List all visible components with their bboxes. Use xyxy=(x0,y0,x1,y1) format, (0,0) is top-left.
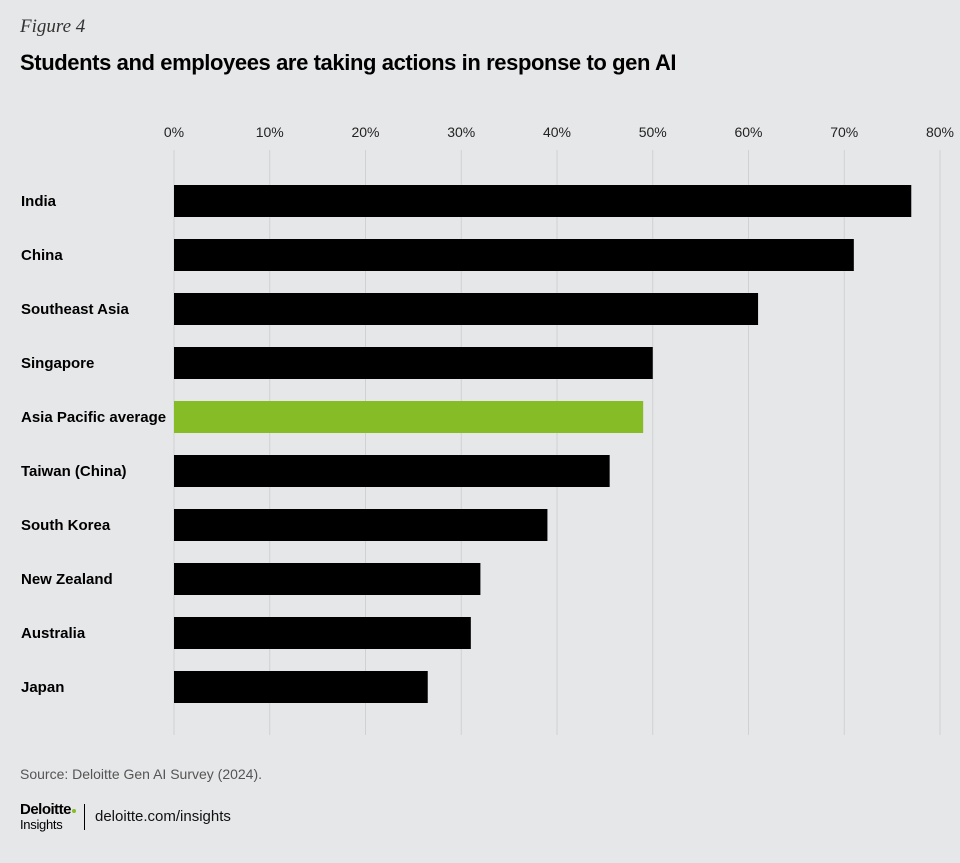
bar-south-korea xyxy=(174,509,547,541)
bar-southeast-asia xyxy=(174,293,758,325)
x-tick-label: 50% xyxy=(639,124,667,140)
category-label: Australia xyxy=(21,625,86,642)
category-label: Southeast Asia xyxy=(21,301,129,318)
source-note: Source: Deloitte Gen AI Survey (2024). xyxy=(20,766,262,782)
category-label: Singapore xyxy=(21,355,94,372)
bar-singapore xyxy=(174,347,653,379)
x-tick-label: 0% xyxy=(164,124,184,140)
x-tick-label: 80% xyxy=(926,124,954,140)
x-tick-label: 30% xyxy=(447,124,475,140)
bar-australia xyxy=(174,617,471,649)
bar-taiwan-china xyxy=(174,455,610,487)
bar-new-zealand xyxy=(174,563,480,595)
x-tick-label: 10% xyxy=(256,124,284,140)
category-label: Asia Pacific average xyxy=(21,409,166,426)
category-label: South Korea xyxy=(21,517,111,534)
bar-india xyxy=(174,185,911,217)
footer-url-link[interactable]: deloitte.com/insights xyxy=(95,808,231,825)
bar-chart: 0% 10% 20% 30% 40% 50% 60% 70% 80% India China Sout… xyxy=(0,0,960,750)
bar-asia-pacific-average xyxy=(174,401,643,433)
x-tick-label: 70% xyxy=(830,124,858,140)
category-label: New Zealand xyxy=(21,571,113,588)
deloitte-insights-logo: Deloitte Insights xyxy=(20,800,90,834)
bar-china xyxy=(174,239,854,271)
category-label: India xyxy=(21,193,57,210)
bar-japan xyxy=(174,671,428,703)
brand-name: Deloitte xyxy=(20,801,76,818)
x-tick-label: 60% xyxy=(734,124,762,140)
category-label: China xyxy=(21,247,63,264)
x-tick-label: 20% xyxy=(351,124,379,140)
footer-divider xyxy=(84,804,85,830)
x-tick-label: 40% xyxy=(543,124,571,140)
category-label: Taiwan (China) xyxy=(21,463,127,480)
brand-subtitle: Insights xyxy=(20,817,62,832)
brand-dot-icon xyxy=(72,809,76,813)
category-label: Japan xyxy=(21,679,64,696)
